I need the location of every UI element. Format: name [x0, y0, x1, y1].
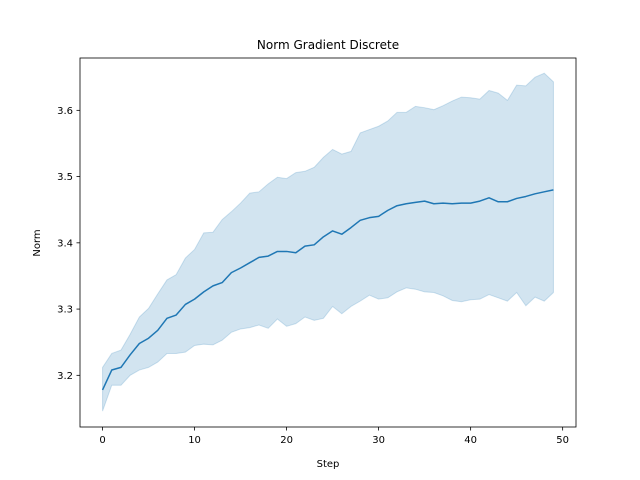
x-axis-label: Step — [317, 459, 340, 470]
confidence-band — [102, 72, 554, 412]
x-tick-label: 50 — [556, 435, 569, 446]
mean-line — [101, 189, 554, 391]
x-tick-label: 0 — [99, 435, 105, 446]
y-axis-label: Norm — [32, 229, 43, 256]
y-tick-label: 3.6 — [57, 106, 73, 117]
x-tick-label: 40 — [464, 435, 477, 446]
x-tick-label: 30 — [372, 435, 385, 446]
y-tick-label: 3.4 — [57, 238, 73, 249]
y-tick-label: 3.5 — [57, 172, 73, 183]
y-tick-label: 3.3 — [57, 305, 73, 316]
x-tick-label: 10 — [188, 435, 201, 446]
axes: 0 10 20 30 40 50 3.2 3.3 3.4 3.5 3.6 — [57, 57, 577, 446]
plot-area — [101, 72, 554, 412]
x-tick-label: 20 — [280, 435, 293, 446]
chart-title: Norm Gradient Discrete — [257, 38, 399, 52]
y-tick-label: 3.2 — [57, 371, 73, 382]
